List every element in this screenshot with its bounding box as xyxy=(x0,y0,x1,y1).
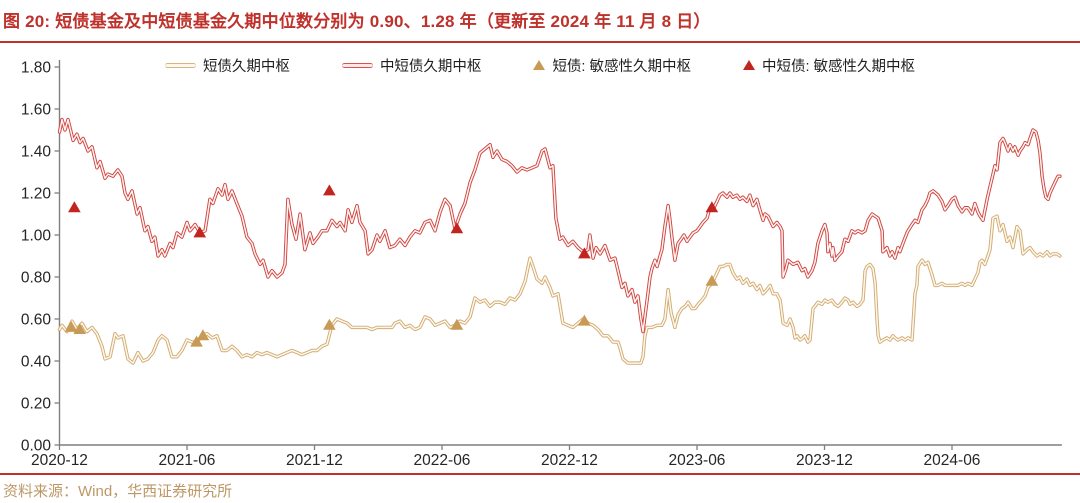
x-tick-label: 2020-12 xyxy=(31,452,88,469)
y-tick-label: 1.60 xyxy=(21,102,52,119)
marker-short-sensitivity-triangle xyxy=(578,314,591,326)
legend-label: 中短债: 敏感性久期中枢 xyxy=(762,58,916,75)
marker-midshort-sensitivity-triangle xyxy=(705,201,719,213)
source-note: 资料来源：Wind，华西证券研究所 xyxy=(3,483,233,500)
marker-short-sensitivity-triangle xyxy=(450,318,464,330)
red-triangle-icon xyxy=(743,60,755,70)
red-line-swatch-icon xyxy=(341,62,373,68)
marker-short-sensitivity-triangle xyxy=(705,274,719,286)
x-tick-label: 2021-06 xyxy=(159,452,216,469)
y-tick-label: 1.20 xyxy=(21,186,52,203)
marker-short-sensitivity-triangle xyxy=(196,329,210,341)
y-tick-label: 0.60 xyxy=(21,312,52,329)
series-line-short-duration-core xyxy=(58,215,1061,364)
x-tick-label: 2023-06 xyxy=(669,452,726,469)
x-tick-label: 2024-06 xyxy=(924,452,981,469)
marker-midshort-sensitivity-triangle xyxy=(68,201,81,213)
title-divider-line xyxy=(0,41,1080,43)
chart-legend: 短债久期中枢 中短债久期中枢 短债: 敏感性久期中枢 中短债: 敏感性久期中枢 xyxy=(0,53,1080,77)
marker-short-sensitivity-triangle xyxy=(64,320,78,332)
footer-divider-line xyxy=(0,473,1080,475)
legend-item-midshort-duration: 中短债久期中枢 xyxy=(341,55,482,76)
y-tick-label: 1.00 xyxy=(21,228,52,245)
legend-label: 中短债久期中枢 xyxy=(379,58,482,75)
legend-label: 短债: 敏感性久期中枢 xyxy=(552,58,691,75)
marker-short-sensitivity-triangle xyxy=(73,323,86,334)
y-tick-label: 1.40 xyxy=(21,144,52,161)
x-tick-label: 2022-06 xyxy=(414,452,471,469)
marker-short-sensitivity-triangle xyxy=(190,335,203,347)
y-tick-label: 0.00 xyxy=(21,438,52,455)
gold-triangle-icon xyxy=(533,60,546,70)
series-line-midshort-duration-core xyxy=(58,118,1061,333)
y-tick-label: 1.80 xyxy=(21,60,52,77)
y-tick-label: 0.80 xyxy=(21,270,52,287)
x-tick-label: 2021-12 xyxy=(286,452,343,469)
marker-midshort-sensitivity-triangle xyxy=(578,247,591,259)
x-tick-label: 2022-12 xyxy=(541,452,598,469)
marker-short-sensitivity-triangle xyxy=(323,318,336,330)
y-tick-label: 0.40 xyxy=(21,354,52,371)
marker-midshort-sensitivity-triangle xyxy=(450,222,464,234)
marker-midshort-sensitivity-triangle xyxy=(193,226,207,238)
legend-item-short-sensitivity: 短债: 敏感性久期中枢 xyxy=(533,55,691,76)
marker-midshort-sensitivity-triangle xyxy=(323,184,336,196)
x-tick-label: 2023-12 xyxy=(796,452,853,469)
legend-label: 短债久期中枢 xyxy=(202,58,290,75)
legend-item-short-duration: 短债久期中枢 xyxy=(164,55,290,76)
legend-item-midshort-sensitivity: 中短债: 敏感性久期中枢 xyxy=(743,55,915,76)
y-tick-label: 0.20 xyxy=(21,396,52,413)
figure-title: 图 20: 短债基金及中短债基金久期中位数分别为 0.90、1.28 年（更新至… xyxy=(3,12,711,31)
gold-line-swatch-icon xyxy=(164,62,196,68)
